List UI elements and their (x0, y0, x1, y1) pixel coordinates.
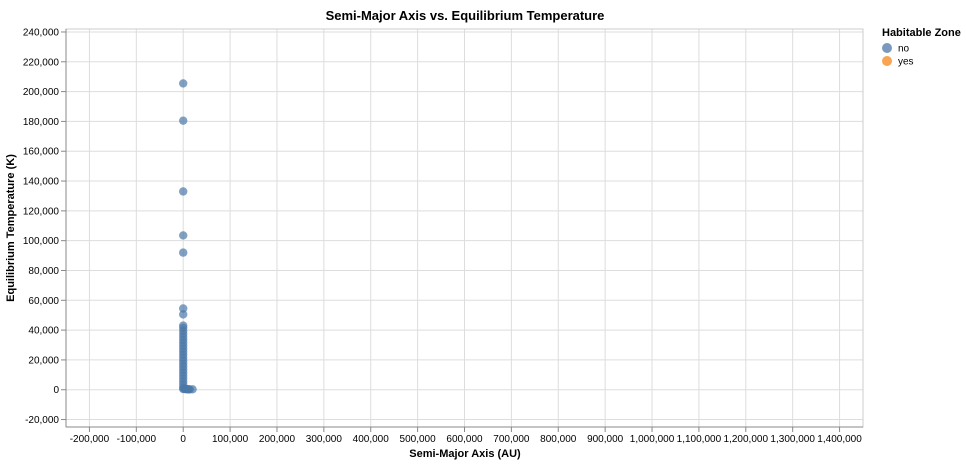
x-tick-label: 200,000 (259, 434, 296, 445)
x-tick-label: 800,000 (540, 434, 577, 445)
legend-items: no yes (882, 43, 914, 68)
y-tick-label: -20,000 (25, 415, 59, 426)
chart-title: Semi-Major Axis vs. Equilibrium Temperat… (326, 8, 605, 23)
x-tick-label: 1,000,000 (630, 434, 675, 445)
y-tick-label: 220,000 (23, 57, 60, 68)
legend-swatch-no (882, 43, 892, 53)
y-tick-label: 20,000 (28, 355, 59, 366)
legend: Habitable Zone no yes (882, 27, 961, 68)
data-point-no (179, 310, 188, 319)
x-tick-label: 0 (180, 434, 186, 445)
data-point-no (179, 248, 188, 257)
x-tick-label: 100,000 (212, 434, 249, 445)
x-tick-label: -200,000 (70, 434, 110, 445)
legend-label-no: no (898, 44, 910, 55)
data-point-no (179, 304, 188, 313)
data-point-no (179, 116, 188, 125)
x-tick-label: 300,000 (306, 434, 343, 445)
y-tick-label: 100,000 (23, 236, 60, 247)
x-tick-label: 700,000 (493, 434, 530, 445)
grid-layer (66, 29, 863, 427)
x-tick-label: 600,000 (446, 434, 483, 445)
x-tick-label: 1,100,000 (677, 434, 722, 445)
legend-label-yes: yes (898, 57, 914, 68)
y-axis-title: Equilibrium Temperature (K) (5, 154, 17, 302)
y-tick-label: 40,000 (28, 326, 59, 337)
x-tick-label: 1,400,000 (817, 434, 862, 445)
data-point-no (179, 79, 188, 88)
x-tick-label: 1,300,000 (770, 434, 815, 445)
data-point-no (188, 385, 197, 394)
x-tick-label: 500,000 (400, 434, 437, 445)
x-tick-label: -100,000 (117, 434, 157, 445)
y-tick-label: 240,000 (23, 27, 60, 38)
y-tick-label: 60,000 (28, 296, 59, 307)
y-tick-label: 160,000 (23, 147, 60, 158)
y-tick-label: 0 (53, 385, 59, 396)
x-tick-label: 400,000 (353, 434, 390, 445)
y-tick-label: 180,000 (23, 117, 60, 128)
points-layer (179, 79, 197, 394)
axis-layer: -200,000 -100,000 0 100,000 200,000 300,000 40… (23, 27, 863, 445)
legend-swatch-yes (882, 56, 892, 66)
x-tick-label: 900,000 (587, 434, 624, 445)
data-point-no (179, 187, 188, 196)
legend-title: Habitable Zone (882, 27, 961, 39)
y-tick-label: 80,000 (28, 266, 59, 277)
y-tick-label: 120,000 (23, 206, 60, 217)
x-tick-label: 1,200,000 (724, 434, 769, 445)
x-axis-title: Semi-Major Axis (AU) (409, 448, 521, 460)
y-tick-label: 140,000 (23, 177, 60, 188)
y-tick-label: 200,000 (23, 87, 60, 98)
data-point-no (179, 231, 188, 240)
